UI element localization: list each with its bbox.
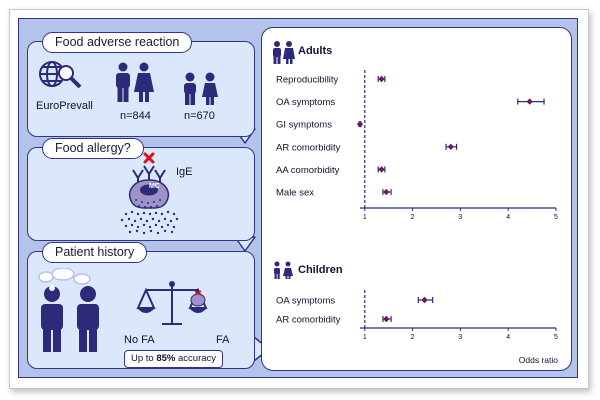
balance-scale-icon (136, 281, 208, 325)
adults-header-icon (273, 41, 295, 64)
children-tick-label-3: 3 (458, 334, 462, 341)
adults-tick-label-2: 2 (411, 214, 415, 221)
adults-point (378, 75, 385, 83)
adults-count: n=844 (120, 110, 151, 122)
children-tick-label-4: 4 (506, 334, 510, 341)
mast-cell-label: MC (149, 183, 160, 190)
adults-row-label: Reproducibility (276, 75, 339, 86)
adults-tick-label-4: 4 (506, 214, 510, 221)
children-header-icon (274, 261, 293, 279)
granules (135, 199, 161, 208)
adults-row-label: GI symptoms (276, 120, 332, 131)
panel-food-allergy: Food allergy? (27, 138, 255, 241)
adults-point (356, 121, 364, 128)
speech-bubbles (38, 268, 91, 285)
children-section-title: Children (298, 264, 343, 276)
adults-point (447, 143, 455, 150)
adults-row-label: OA symptoms (276, 97, 335, 108)
adults-point (383, 188, 390, 196)
panel3-title: Patient history (42, 242, 148, 263)
x-axis-title: Odds ratio (519, 355, 558, 365)
mast-cell-mini-icon (190, 293, 206, 307)
head-mirror-icon (49, 285, 55, 291)
adults-row-label: Male sex (276, 188, 314, 199)
children-row-label: OA symptoms (276, 296, 335, 307)
children-icon (184, 72, 218, 105)
children-tick-label-5: 5 (554, 334, 558, 341)
panel2-title: Food allergy? (42, 138, 144, 159)
adults-tick-label-3: 3 (458, 214, 462, 221)
figure-frame: Food adverse reaction EuroPrevall (18, 18, 578, 378)
children-count: n=670 (184, 110, 215, 122)
adults-tick-label-1: 1 (363, 214, 367, 221)
no-fa-label: No FA (124, 334, 155, 346)
adults-point (526, 98, 533, 105)
panel-patient-history: Patient history (27, 242, 255, 369)
adults-row-label: AA comorbidity (276, 165, 340, 176)
adults-icon (116, 62, 154, 102)
children-point (383, 315, 390, 323)
figure-sheet: Food adverse reaction EuroPrevall (9, 9, 589, 389)
adults-tick-label-5: 5 (554, 214, 558, 221)
adults-row-label: AR comorbidity (276, 142, 341, 153)
doctor-patient-icon (38, 268, 99, 352)
odds-ratio-panel: Adults 1 2 3 4 5 Reproducibility OA symptoms GI … (261, 27, 572, 371)
europrevall-label: EuroPrevall (36, 100, 93, 112)
allergen-mark-icon (143, 152, 155, 164)
released-mediators (120, 210, 179, 235)
panel-food-adverse-reaction: Food adverse reaction EuroPrevall (27, 32, 255, 137)
children-point (421, 296, 428, 304)
adults-point (378, 166, 385, 173)
ige-label: IgE (176, 166, 193, 178)
children-tick-label-2: 2 (411, 334, 415, 341)
fa-label: FA (216, 334, 230, 346)
children-tick-label-1: 1 (363, 334, 367, 341)
panel1-title: Food adverse reaction (42, 32, 193, 53)
accuracy-badge: Up to 85% accuracy (124, 350, 224, 368)
ige-antibody-icon (132, 165, 166, 182)
forest-plot: Adults 1 2 3 4 5 Reproducibility OA symptoms GI … (273, 41, 558, 365)
mast-cell-illustration (120, 152, 179, 235)
adults-section-title: Adults (298, 45, 332, 57)
mast-cell-nucleus (140, 184, 158, 196)
globe-search-icon (39, 61, 82, 89)
children-row-label: AR comorbidity (276, 315, 341, 326)
